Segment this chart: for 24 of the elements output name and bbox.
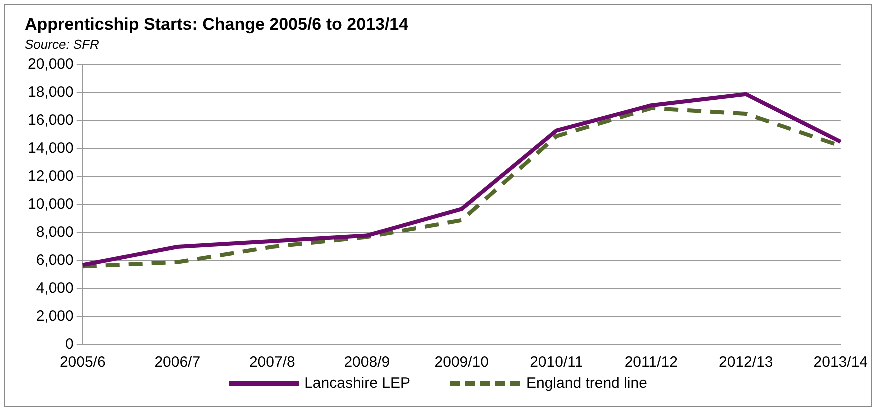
y-tick-label: 4,000 — [36, 280, 74, 298]
x-tick-label: 2010/11 — [530, 354, 584, 372]
y-tick-label: 10,000 — [28, 196, 74, 214]
y-tick-label: 18,000 — [28, 84, 74, 102]
x-tick-label: 2007/8 — [249, 354, 296, 372]
y-tick-label: 8,000 — [36, 224, 74, 242]
x-tick-label: 2012/13 — [719, 354, 774, 372]
y-tick-label: 0 — [66, 336, 74, 354]
y-tick-label: 20,000 — [28, 56, 74, 74]
chart-title: Apprenticship Starts: Change 2005/6 to 2013/14 — [25, 14, 410, 34]
y-tick-label: 12,000 — [28, 168, 74, 186]
x-tick-label: 2009/10 — [434, 354, 489, 372]
x-tick-label: 2013/14 — [814, 354, 868, 372]
y-tick-label: 2,000 — [36, 308, 74, 326]
y-tick-label: 14,000 — [28, 140, 74, 158]
legend-label: Lancashire LEP — [304, 375, 410, 392]
x-tick-label: 2011/12 — [624, 354, 678, 372]
x-tick-label: 2008/9 — [344, 354, 390, 372]
y-tick-label: 16,000 — [28, 112, 74, 130]
y-tick-label: 6,000 — [36, 252, 74, 270]
x-tick-label: 2006/7 — [154, 354, 201, 372]
chart-subtitle: Source: SFR — [25, 36, 100, 52]
x-tick-label: 2005/6 — [60, 354, 106, 372]
legend-label: England trend line — [526, 375, 648, 392]
